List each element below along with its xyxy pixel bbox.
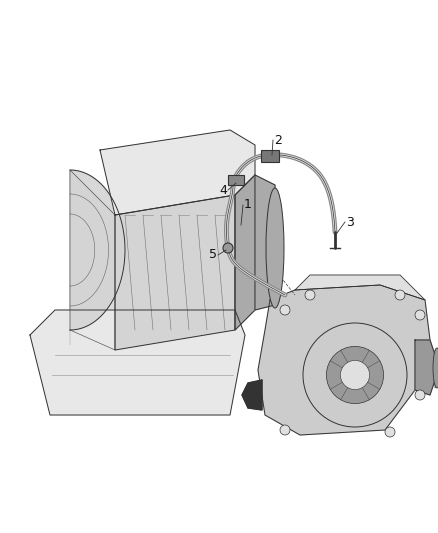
FancyBboxPatch shape: [261, 150, 279, 162]
Polygon shape: [70, 170, 115, 350]
Text: 5: 5: [209, 248, 217, 262]
Polygon shape: [100, 130, 255, 215]
Polygon shape: [70, 170, 125, 345]
Circle shape: [415, 310, 425, 320]
Circle shape: [280, 305, 290, 315]
Circle shape: [395, 290, 405, 300]
Polygon shape: [435, 350, 438, 388]
Polygon shape: [235, 175, 255, 330]
Circle shape: [305, 290, 315, 300]
Text: 2: 2: [274, 133, 282, 147]
Polygon shape: [415, 340, 435, 395]
Text: 1: 1: [244, 198, 252, 212]
Polygon shape: [242, 380, 262, 410]
Polygon shape: [258, 285, 430, 435]
Circle shape: [340, 360, 370, 390]
Polygon shape: [30, 310, 245, 415]
Ellipse shape: [266, 188, 284, 308]
FancyBboxPatch shape: [228, 175, 244, 185]
Circle shape: [280, 425, 290, 435]
Polygon shape: [295, 275, 425, 300]
Circle shape: [303, 323, 407, 427]
Polygon shape: [115, 195, 235, 350]
Circle shape: [385, 427, 395, 437]
Circle shape: [223, 243, 233, 253]
Ellipse shape: [433, 348, 438, 388]
Polygon shape: [255, 175, 275, 310]
Text: 3: 3: [346, 215, 354, 229]
Circle shape: [415, 390, 425, 400]
Circle shape: [326, 346, 384, 403]
Text: 4: 4: [219, 183, 227, 197]
